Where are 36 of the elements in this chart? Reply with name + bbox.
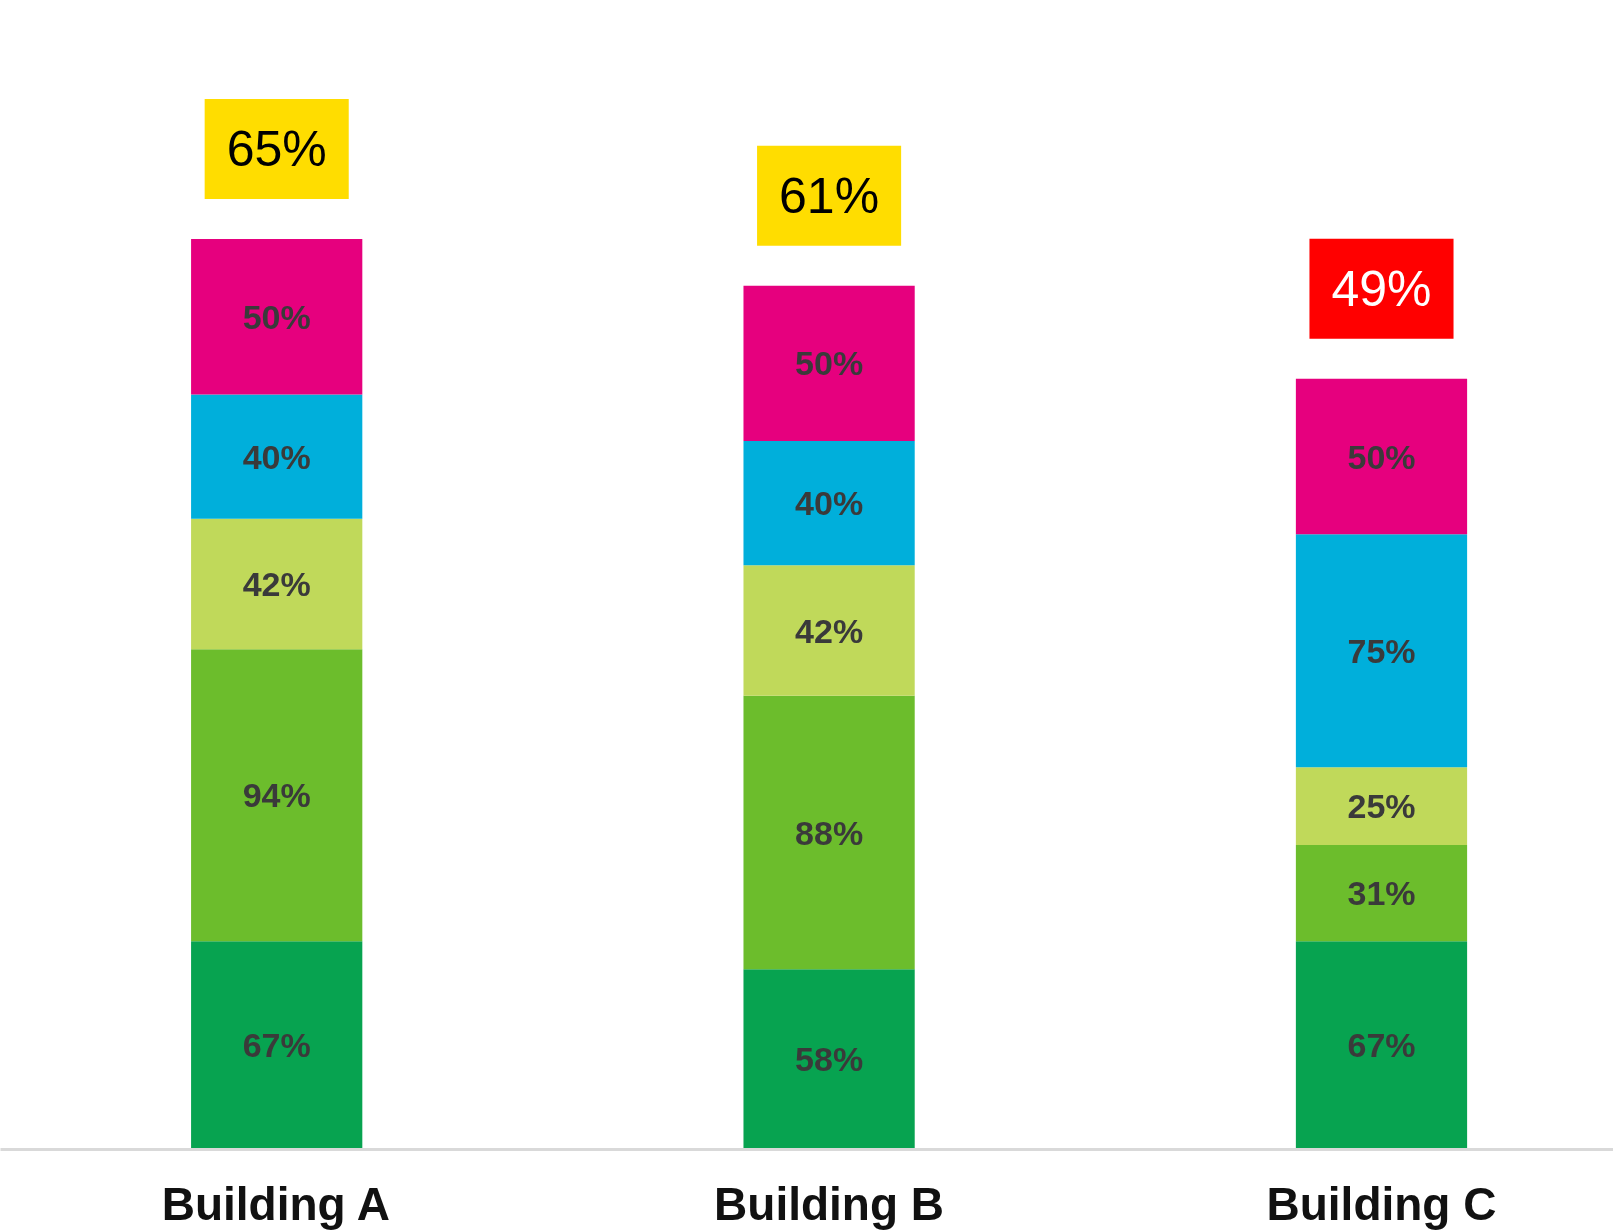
bar [1295,941,1468,1150]
bar [743,441,915,566]
data-label: 50% [795,344,864,383]
data-label: 31% [1347,874,1416,913]
bar [1295,534,1468,768]
bar [1295,378,1468,535]
bar [743,695,915,970]
data-label: 40% [242,437,311,476]
data-label: 40% [795,484,864,523]
bar [743,969,915,1150]
data-label: 25% [1347,787,1416,826]
data-label: 50% [1347,437,1416,476]
x-tick-label: Building A [161,1177,390,1230]
data-label: 88% [795,813,864,852]
x-tick-label: Building B [714,1177,945,1230]
bar [191,941,363,1150]
bar [1295,767,1468,845]
data-label: 67% [1347,1026,1416,1065]
bar [191,649,363,942]
annotation: 65% [226,121,327,178]
annotation: 61% [779,167,880,224]
bar [191,239,363,395]
data-label: 58% [795,1040,864,1079]
data-label: 67% [242,1026,311,1065]
data-label: 75% [1347,631,1416,670]
bar [743,565,915,696]
bar [1295,844,1468,942]
data-label: 42% [795,611,864,650]
bar [743,285,915,442]
x-tick-label: Building C [1266,1177,1497,1230]
data-label: 50% [242,297,311,336]
bar [191,518,363,650]
annotation: 49% [1331,260,1432,317]
data-label: 94% [242,776,311,815]
data-label: 42% [242,564,311,603]
bar [191,394,363,519]
